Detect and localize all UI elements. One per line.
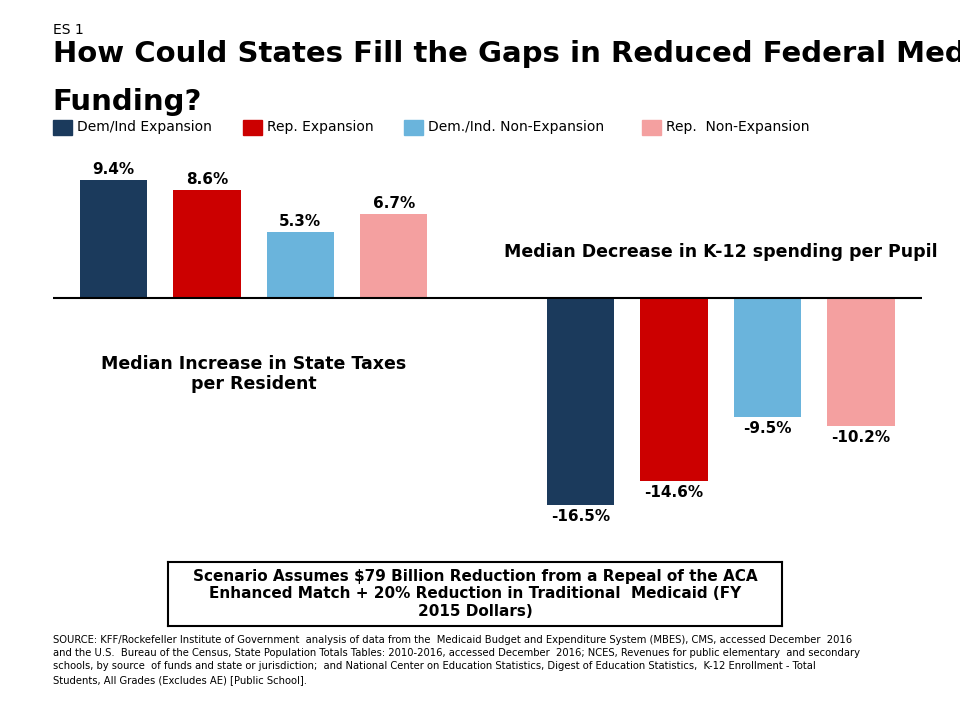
Bar <box>360 214 427 298</box>
Bar <box>174 190 241 298</box>
Bar <box>640 298 708 481</box>
Bar <box>547 298 614 505</box>
Text: -14.6%: -14.6% <box>644 485 704 500</box>
Text: 5.3%: 5.3% <box>279 214 322 228</box>
Text: How Could States Fill the Gaps in Reduced Federal Medicaid: How Could States Fill the Gaps in Reduce… <box>53 40 960 68</box>
Text: Rep. Expansion: Rep. Expansion <box>267 120 373 135</box>
Text: SOURCE: KFF/Rockefeller Institute of Government  analysis of data from the  Medi: SOURCE: KFF/Rockefeller Institute of Gov… <box>53 635 860 685</box>
Text: Median Decrease in K-12 spending per Pupil: Median Decrease in K-12 spending per Pup… <box>504 243 938 261</box>
Text: 9.4%: 9.4% <box>92 162 134 177</box>
Bar <box>267 232 334 298</box>
Text: Rep.  Non-Expansion: Rep. Non-Expansion <box>666 120 809 135</box>
Text: FAMILY: FAMILY <box>864 680 916 693</box>
Text: Funding?: Funding? <box>53 88 203 116</box>
Text: Dem/Ind Expansion: Dem/Ind Expansion <box>77 120 211 135</box>
Text: FOUNDATION: FOUNDATION <box>865 697 915 703</box>
Text: ES 1: ES 1 <box>53 23 84 37</box>
Text: THE HENRY J.: THE HENRY J. <box>864 652 916 658</box>
Bar <box>828 298 895 426</box>
Text: Median Increase in State Taxes
per Resident: Median Increase in State Taxes per Resid… <box>101 354 406 393</box>
Text: -16.5%: -16.5% <box>551 509 611 524</box>
Text: KAISER: KAISER <box>863 664 917 677</box>
Text: Scenario Assumes $79 Billion Reduction from a Repeal of the ACA
Enhanced Match +: Scenario Assumes $79 Billion Reduction f… <box>193 569 757 619</box>
Text: -10.2%: -10.2% <box>831 430 891 445</box>
Text: Dem./Ind. Non-Expansion: Dem./Ind. Non-Expansion <box>428 120 604 135</box>
Text: -9.5%: -9.5% <box>743 421 792 436</box>
Text: 8.6%: 8.6% <box>186 172 228 187</box>
Bar <box>733 298 801 418</box>
Text: 6.7%: 6.7% <box>372 196 415 211</box>
Bar <box>80 180 147 298</box>
